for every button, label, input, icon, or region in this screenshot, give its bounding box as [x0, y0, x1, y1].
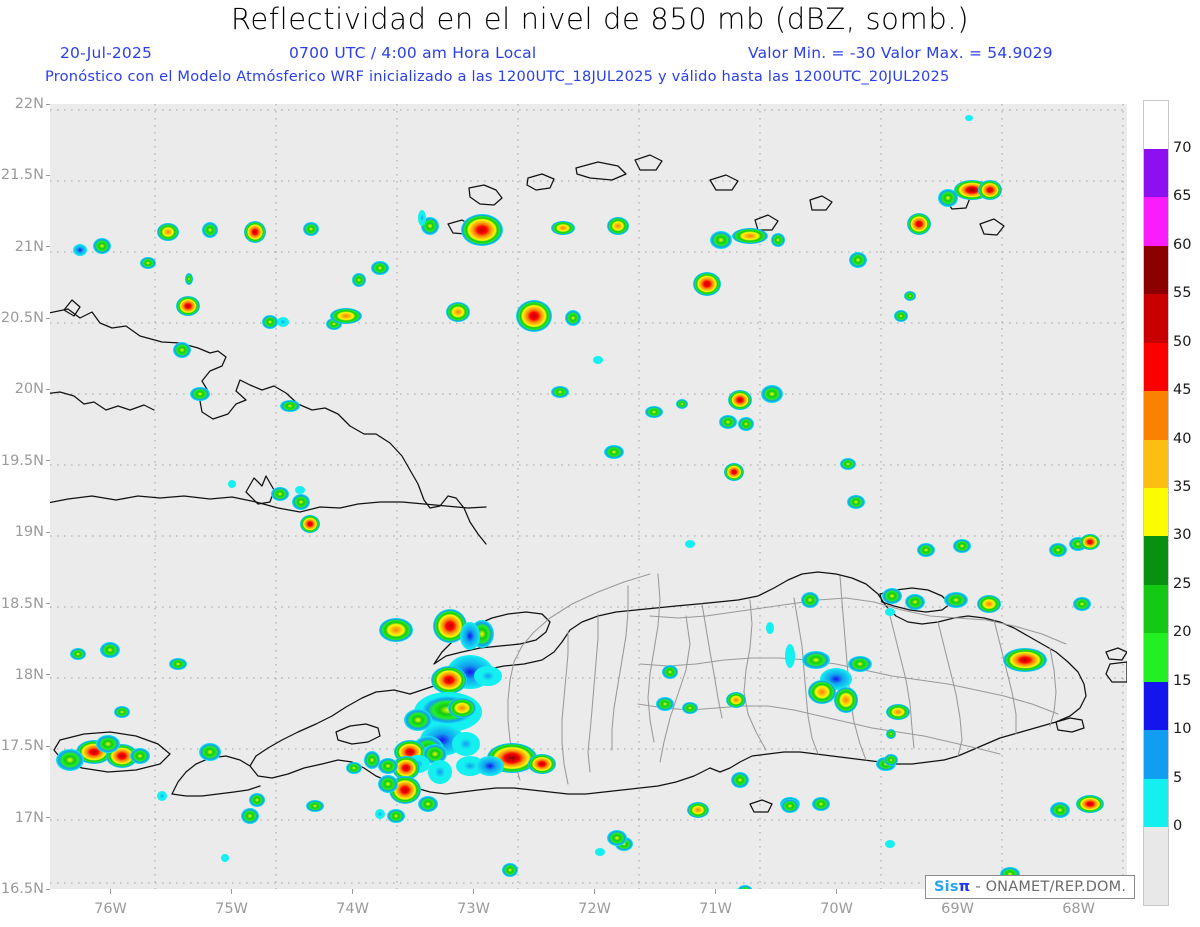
attribution-logo: Sis π - ONAMET/REP.DOM.	[925, 875, 1136, 899]
lon-tick-label: 75W	[215, 901, 248, 917]
colorbar-tick-label: 55	[1173, 285, 1192, 302]
colorbar-band	[1144, 730, 1168, 779]
lat-tick-label: 19N	[14, 524, 44, 541]
page-title: Reflectividad en el nivel de 850 mb (dBZ…	[230, 2, 970, 36]
colorbar-tick-label: 20	[1173, 624, 1192, 641]
value-range-text: Valor Min. = -30 Valor Max. = 54.9029	[748, 44, 1053, 62]
lat-tick-label: 17N	[14, 809, 44, 826]
map-background	[50, 104, 1127, 889]
colorbar-tick-label: 15	[1173, 672, 1192, 689]
lat-tick-label: 21N	[14, 238, 44, 255]
colorbar-tick-label: 40	[1173, 430, 1192, 447]
logo-sis-text: Sis	[934, 879, 959, 895]
lon-tick-label: 76W	[94, 901, 127, 917]
lon-tick-label: 68W	[1062, 901, 1095, 917]
map-canvas	[50, 104, 1127, 889]
colorbar-band	[1144, 778, 1168, 827]
colorbar-band	[1144, 827, 1168, 905]
map-plot-area	[50, 104, 1127, 889]
reflectivity-cells	[56, 115, 1104, 889]
lat-tick-label: 20N	[14, 381, 44, 398]
lat-tick-label: 17.5N	[0, 738, 44, 755]
colorbar-band	[1144, 536, 1168, 585]
colorbar	[1143, 100, 1169, 906]
forecast-time: 0700 UTC / 4:00 am Hora Local	[289, 44, 537, 62]
lat-tick-label: 16.5N	[0, 881, 44, 897]
colorbar-band	[1144, 245, 1168, 295]
colorbar-tick-label: 65	[1173, 188, 1192, 205]
colorbar-band	[1144, 197, 1168, 246]
lat-tick-label: 18N	[14, 666, 44, 683]
colorbar-tick-label: 10	[1173, 721, 1192, 738]
colorbar-band	[1144, 294, 1168, 343]
colorbar-tick-label: 70	[1173, 140, 1192, 156]
colorbar-labels: 70 65 60 55 50 45 40 35 30 25 20 15 10 5 0	[1173, 100, 1200, 906]
coastlines	[50, 154, 1127, 813]
colorbar-tick-label: 60	[1173, 236, 1192, 253]
model-description: Pronóstico con el Modelo Atmósferico WRF…	[45, 68, 950, 85]
lat-tick-label: 22N	[14, 96, 44, 112]
colorbar-band	[1144, 488, 1168, 537]
lon-tick-mark	[473, 889, 475, 894]
lon-tick-label: 69W	[941, 901, 974, 917]
colorbar-tick-label: 30	[1173, 527, 1192, 544]
lon-tick-mark	[110, 889, 111, 894]
colorbar-tick-label: 45	[1173, 382, 1192, 399]
colorbar-band	[1144, 149, 1168, 198]
lon-tick-mark	[715, 889, 717, 894]
colorbar-tick-label: 50	[1173, 333, 1192, 350]
colorbar-band	[1144, 342, 1168, 392]
lon-tick-label: 70W	[820, 901, 853, 917]
colorbar-tick-label: 25	[1173, 575, 1192, 592]
header: Reflectividad en el nivel de 850 mb (dBZ…	[0, 0, 1200, 94]
lat-tick-label: 20.5N	[0, 310, 44, 327]
colorbar-band	[1144, 681, 1168, 731]
lon-tick-mark	[594, 889, 596, 894]
colorbar-band	[1144, 391, 1168, 440]
logo-pi-symbol: π	[958, 879, 971, 895]
gridlines	[50, 104, 1127, 889]
colorbar-band	[1144, 584, 1168, 634]
colorbar-band	[1144, 439, 1168, 488]
colorbar-tick-label: 35	[1173, 479, 1192, 495]
lon-tick-label: 74W	[336, 901, 369, 917]
lon-tick-label: 71W	[699, 901, 732, 917]
colorbar-bands	[1144, 101, 1168, 905]
lon-tick-mark	[231, 889, 233, 894]
lon-tick-label: 72W	[578, 901, 611, 917]
logo-org-text: - ONAMET/REP.DOM.	[975, 879, 1127, 895]
colorbar-band	[1144, 633, 1168, 682]
lon-tick-mark	[836, 889, 838, 894]
lon-tick-mark	[352, 889, 354, 894]
lat-tick-label: 18.5N	[0, 595, 44, 612]
lon-tick-label: 73W	[457, 901, 490, 917]
colorbar-tick-label: 0	[1173, 818, 1183, 834]
lat-tick-label: 21.5N	[0, 167, 44, 184]
lat-tick-label: 19.5N	[0, 452, 44, 469]
colorbar-tick-label: 5	[1173, 769, 1183, 786]
forecast-date: 20-Jul-2025	[60, 44, 153, 62]
